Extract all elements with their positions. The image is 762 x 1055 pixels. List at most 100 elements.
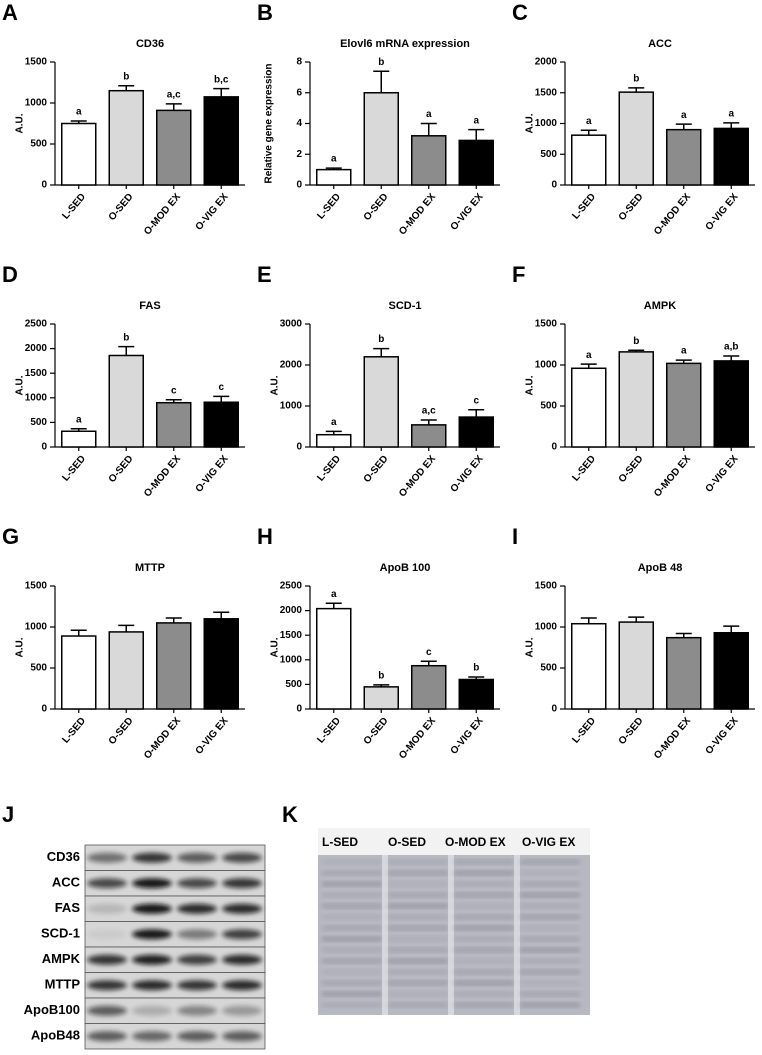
x-tick-label: L-SED [570,716,598,746]
chart-title: CD36 [136,38,164,50]
x-tick-label: O-MOD EX [652,191,693,237]
blot-band [177,1031,217,1042]
y-axis-label: A.U. [15,113,26,133]
blot-row-label: CD36 [47,849,80,864]
x-tick-label: O-SED [107,454,136,485]
gel-band [520,981,580,985]
y-axis-label: A.U. [15,375,26,395]
gel-band [520,860,580,864]
x-tick-label: O-VIG EX [449,453,486,494]
gel-band [388,959,448,963]
blot-row-label: ApoB100 [24,1002,80,1017]
bar [571,367,607,448]
y-tick-label: 0 [551,180,557,191]
gel-band [520,937,580,941]
gel-band [388,926,448,930]
y-tick-label: 2500 [280,581,303,592]
chart-title: MTTP [135,562,165,574]
bar [666,128,702,186]
significance-label: b [378,671,384,682]
x-tick-label: O-VIG EX [704,715,741,756]
bar [363,356,399,448]
significance-label: a [331,154,337,165]
gel-band [322,948,382,952]
significance-label: b [123,71,129,82]
blot-row-label: SCD-1 [41,926,80,941]
gel-band [388,860,448,864]
gel-band [322,992,382,996]
gel-band [454,1003,514,1007]
gel-band [454,882,514,886]
gel-band [322,893,382,897]
chart-title: SCD-1 [388,300,421,312]
blot-band [222,1005,262,1016]
gel-band [322,970,382,974]
bar [458,678,494,710]
blot-band [177,1005,217,1016]
blot-band [222,929,262,940]
y-tick-label: 1500 [25,581,48,592]
significance-label: a,b [724,342,738,353]
significance-label: a,c [422,406,436,417]
y-tick-label: 0 [296,442,302,453]
bar [61,635,97,710]
x-tick-label: O-SED [617,716,646,747]
x-tick-label: O-VIG EX [194,191,231,232]
x-tick-label: O-VIG EX [704,453,741,494]
bar [713,360,749,448]
bar [411,135,447,186]
gel-band [322,904,382,908]
x-tick-label: O-VIG EX [449,715,486,756]
bar [203,96,239,186]
bar [156,622,192,710]
significance-label: a [76,107,82,118]
bar [411,664,447,710]
y-tick-label: 500 [30,417,47,428]
x-tick-label: O-SED [362,192,391,223]
y-tick-label: 1000 [535,118,558,129]
gel-lane-gap [514,855,520,1015]
significance-label: c [426,647,432,658]
blot-band [132,954,172,965]
x-tick-label: O-SED [362,716,391,747]
y-tick-label: 4 [296,118,302,129]
y-tick-label: 500 [540,663,557,674]
blot-row-label: AMPK [42,951,81,966]
y-tick-label: 2500 [25,319,48,330]
blot-row-label: FAS [55,900,81,915]
gel-band [322,937,382,941]
y-axis-label: A.U. [525,113,536,133]
gel-band [388,882,448,886]
y-tick-label: 1000 [280,401,303,412]
y-tick-label: 1000 [25,622,48,633]
panel-letter: I [512,524,518,549]
significance-label: c [171,385,177,396]
bar [618,351,654,448]
x-tick-label: L-SED [315,716,343,746]
bar [571,134,607,186]
blot-band [132,903,172,914]
gel-band [388,904,448,908]
gel-lane-gap [448,855,454,1015]
gel-band [322,860,382,864]
gel-band [520,904,580,908]
gel-band [454,970,514,974]
bar [713,631,749,710]
gel-band [520,992,580,996]
gel-band [388,915,448,919]
blot-band [87,1005,127,1016]
blot-band [177,903,217,914]
panel-letter: B [257,0,273,25]
bar [108,89,144,186]
significance-label: a,c [167,89,181,100]
gel-band [388,1003,448,1007]
bar [713,127,749,186]
y-tick-label: 500 [30,139,47,150]
gel-band [454,915,514,919]
chart-title: FAS [139,300,160,312]
gel-band [520,948,580,952]
panel-letter: K [282,802,298,827]
blot-band [222,878,262,889]
gel-band [388,937,448,941]
